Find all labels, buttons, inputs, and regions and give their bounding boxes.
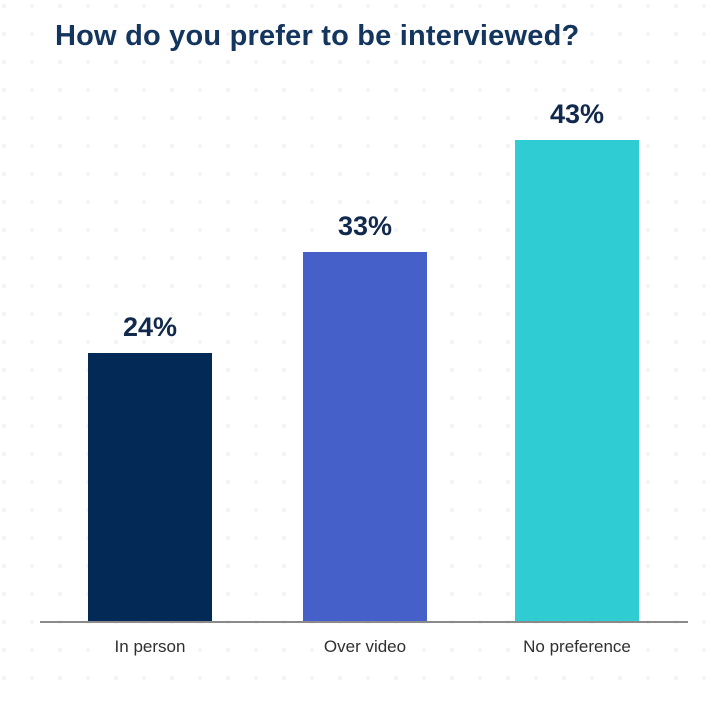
category-label-no-preference: No preference (523, 637, 631, 656)
bar-group-no-preference: 43% (515, 101, 639, 622)
value-label-no-preference: 43% (549, 99, 605, 130)
value-label-in-person: 24% (122, 312, 178, 343)
chart-title: How do you prefer to be interviewed? (55, 20, 580, 52)
category-label-over-video: Over video (323, 637, 407, 656)
bar-over-video (303, 252, 427, 622)
x-axis-line (40, 621, 688, 623)
bar-group-over-video: 33% (303, 213, 427, 622)
bar-group-in-person: 24% (88, 314, 212, 622)
value-label-over-video: 33% (337, 211, 393, 242)
category-label-in-person: In person (114, 637, 186, 656)
bar-no-preference (515, 140, 639, 622)
bar-in-person (88, 353, 212, 622)
